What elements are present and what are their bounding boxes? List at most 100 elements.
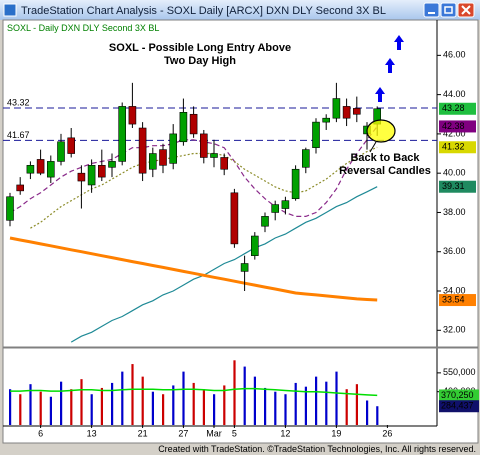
price-marker [439, 294, 476, 307]
candle-body [312, 121, 320, 148]
annotation: SOXL - Possible Long Entry Above [109, 42, 291, 54]
volume-bar [121, 371, 124, 425]
volume-bar [172, 385, 175, 425]
volume-bar [29, 384, 32, 425]
candle-body [149, 153, 157, 170]
candle-body [251, 235, 259, 256]
candle-body [169, 133, 177, 164]
volume-marker-label: 284,437 [441, 401, 474, 411]
candle-body [230, 192, 239, 245]
volume-bar [100, 387, 103, 425]
x-tick-label: 21 [138, 428, 148, 438]
candle-body [332, 98, 341, 119]
price-marker-label: 33.54 [442, 294, 465, 304]
candle-body [118, 106, 126, 162]
candle-body [36, 159, 45, 174]
price-marker-label: 43.28 [442, 103, 465, 113]
x-tick-label: 5 [232, 428, 237, 438]
maximize-button[interactable] [440, 2, 457, 18]
volume-bar [264, 387, 267, 425]
footer: Created with TradeStation. ©TradeStation… [158, 444, 476, 454]
app-icon [3, 3, 17, 17]
volume-bar [162, 394, 165, 425]
volume-bar [335, 371, 338, 425]
candle-body [352, 108, 361, 115]
volume-bar [70, 389, 73, 425]
volume-marker [439, 389, 479, 402]
candle-body [210, 153, 218, 158]
x-tick-label: Mar [206, 428, 222, 438]
annotation: Back to Back [350, 152, 420, 164]
price-marker [439, 102, 476, 115]
volume-bar [243, 366, 246, 425]
price-marker-label: 42.38 [442, 121, 465, 131]
volume-bar [131, 364, 134, 425]
annotation-pointer [369, 141, 377, 153]
x-tick-label: 6 [38, 428, 43, 438]
volume-bar [366, 400, 369, 425]
y-tick-label: 40.00 [443, 168, 466, 178]
x-tick-label: 19 [331, 428, 341, 438]
x-tick-label: 26 [382, 428, 392, 438]
moving-average [70, 186, 378, 343]
candle-body [271, 204, 280, 213]
candle-body [281, 200, 290, 209]
candle-body [179, 112, 188, 143]
volume-bar [294, 382, 297, 425]
volume-bar [233, 360, 236, 425]
volume-bar [19, 394, 22, 425]
candle-body [200, 133, 208, 158]
candle-body [6, 196, 14, 221]
volume-bar [111, 382, 114, 425]
candle-body [291, 168, 300, 200]
volume-average [10, 387, 378, 397]
close-button[interactable] [457, 2, 475, 18]
volume-bar [9, 389, 12, 425]
y-tick-label: 36.00 [443, 246, 466, 256]
price-marker-label: 41.32 [442, 142, 465, 152]
annotation-arrows [375, 35, 404, 102]
volume-bar [80, 379, 83, 425]
volume-bar [325, 381, 328, 425]
price-marker [439, 120, 476, 133]
plot: 32.00 34.00 36.00 38.00 40.00 42.00 44.00 46.00… [3, 50, 479, 438]
y-tick-label: 34.00 [443, 285, 466, 295]
candle-body [77, 172, 86, 182]
candle-body [57, 141, 65, 162]
price-marker-label: 39.31 [442, 181, 465, 191]
volume-bar [60, 381, 63, 425]
y-tick-label: 44.00 [443, 89, 466, 99]
volume-bar [202, 389, 205, 425]
volume-tick-label: 550,000 [443, 367, 476, 377]
moving-average [9, 236, 378, 302]
price-marker [439, 141, 476, 154]
volume-bar [345, 389, 348, 425]
annotation: Two Day High [164, 55, 236, 67]
candle-body [98, 165, 106, 178]
annotation: Reversal Candles [339, 165, 431, 177]
window-title: TradeStation Chart Analysis - SOXL Daily… [21, 5, 386, 17]
price-marker [439, 180, 476, 193]
volume-bar [304, 386, 307, 425]
candle-body [26, 165, 35, 174]
candle-body [261, 216, 269, 227]
candle-body [138, 127, 147, 174]
reference-label: 41.67 [7, 130, 30, 140]
candle-body [108, 161, 116, 168]
volume-marker-label: 370,250 [441, 390, 474, 400]
candle-body [16, 184, 25, 192]
minimize-button[interactable] [423, 2, 440, 18]
x-tick-label: 13 [87, 428, 97, 438]
volume-bar [182, 371, 185, 425]
highlight-ellipse [366, 119, 396, 143]
volume-bar [90, 394, 93, 425]
candle-body [67, 137, 75, 154]
volume-bar [151, 391, 154, 425]
volume-bar [274, 391, 277, 425]
volume-bar [141, 376, 144, 425]
volume-bar [315, 376, 318, 425]
volume-bar [284, 394, 287, 425]
title-bar [0, 0, 480, 20]
legend-text: SOXL - Daily DXN DLY Second 3X BL [7, 23, 159, 33]
